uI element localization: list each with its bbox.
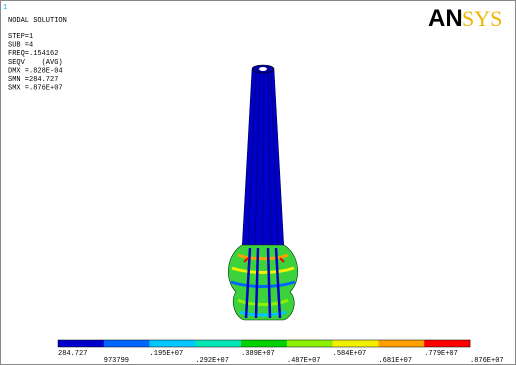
legend-swatch <box>287 340 333 347</box>
window-number: 1 <box>3 4 7 12</box>
legend-label: .681E+07 <box>378 357 412 365</box>
legend-label: .292E+07 <box>195 357 229 365</box>
info-line: FREQ=.154162 <box>8 50 58 58</box>
legend-label: 973799 <box>104 357 129 365</box>
legend-swatch <box>378 340 424 347</box>
info-line: STEP=1 <box>8 33 33 41</box>
legend-swatch <box>104 340 150 347</box>
legend-label: .584E+07 <box>333 350 367 358</box>
legend-swatch <box>195 340 241 347</box>
info-line: DMX =.828E-04 <box>8 67 63 75</box>
info-line: SUB =4 <box>8 42 33 50</box>
legend-label: .876E+07 <box>470 357 504 365</box>
legend-bar <box>58 340 470 347</box>
legend-label: .195E+07 <box>150 350 184 358</box>
legend-label: .389E+07 <box>241 350 275 358</box>
legend-swatch <box>241 340 287 347</box>
legend-swatch <box>150 340 196 347</box>
info-line: SMN =284.727 <box>8 76 58 84</box>
info-line: SEQV (AVG) <box>8 59 63 67</box>
ansys-window: 1 NODAL SOLUTION STEP=1SUB =4FREQ=.15416… <box>0 0 516 365</box>
legend-swatch <box>424 340 470 347</box>
info-line: SMX =.876E+07 <box>8 85 63 93</box>
legend-swatch <box>58 340 104 347</box>
legend-label: .487E+07 <box>287 357 321 365</box>
logo-right: SYS <box>462 6 502 31</box>
legend-label: .779E+07 <box>424 350 458 358</box>
plot-title: NODAL SOLUTION <box>8 17 67 25</box>
legend-swatch <box>333 340 379 347</box>
legend-label: 284.727 <box>58 350 87 358</box>
logo-left: AN <box>428 5 463 32</box>
